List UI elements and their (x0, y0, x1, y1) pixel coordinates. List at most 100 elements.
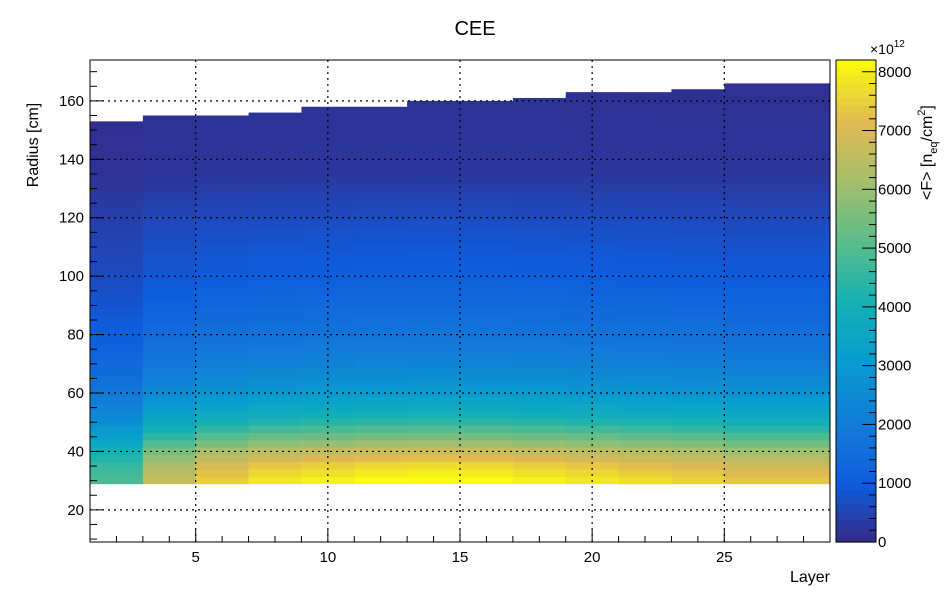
heatmap-cell (248, 447, 303, 455)
heatmap-cell (618, 293, 673, 302)
heatmap-cell (248, 337, 303, 346)
heatmap-cell (301, 374, 355, 382)
y-tick-label: 60 (67, 385, 84, 402)
heatmap-cell (301, 125, 355, 134)
heatmap-cell (354, 454, 408, 463)
heatmap-cell (195, 301, 250, 309)
heatmap-cell (512, 447, 567, 455)
heatmap-cell (142, 242, 197, 251)
heatmap-cell (724, 191, 830, 200)
heatmap-cell (90, 176, 144, 185)
heatmap-cell (142, 115, 197, 120)
heatmap-cell (724, 337, 830, 346)
heatmap-cell (407, 337, 461, 346)
heatmap-cell (460, 432, 514, 441)
heatmap-cell (248, 235, 303, 244)
y-tick-label: 120 (59, 210, 84, 227)
heatmap-cell (354, 476, 408, 485)
heatmap-cell (724, 476, 830, 485)
heatmap-cell (354, 417, 408, 426)
heatmap-cell (354, 381, 408, 390)
heatmap-cell (407, 184, 461, 193)
heatmap-cell (407, 366, 461, 375)
heatmap-cell (724, 454, 830, 463)
heatmap-cell (618, 147, 673, 156)
heatmap-cell (724, 242, 830, 251)
heatmap-cell (565, 169, 620, 178)
heatmap-cell (618, 118, 673, 127)
heatmap-cell (724, 381, 830, 390)
heatmap-cell (407, 118, 461, 127)
heatmap-cell (195, 220, 250, 229)
heatmap-cell (90, 439, 144, 448)
colorbar-segment (836, 97, 876, 106)
colorbar-segment (836, 398, 876, 408)
heatmap-cell (195, 395, 250, 404)
heatmap-cell (301, 227, 355, 236)
heatmap-cell (512, 220, 567, 229)
heatmap-cell (671, 213, 725, 222)
heatmap-cell (724, 403, 830, 412)
heatmap-cell (142, 279, 197, 287)
heatmap-cell (195, 286, 250, 295)
heatmap-cell (671, 417, 725, 426)
heatmap-cell (142, 249, 197, 258)
heatmap-cell (301, 198, 355, 207)
heatmap-cell (301, 293, 355, 302)
heatmap-cell (248, 432, 303, 441)
heatmap-cell (195, 425, 250, 434)
heatmap-cell (618, 176, 673, 185)
heatmap-cell (460, 140, 514, 149)
heatmap-cell (724, 395, 830, 404)
heatmap-cell (301, 388, 355, 397)
heatmap-cell (90, 242, 144, 251)
y-axis: 20 40 60 80 100 120 140 160 (59, 71, 104, 540)
heatmap-cell (512, 425, 567, 434)
heatmap-cell (301, 301, 355, 309)
heatmap-cell (354, 432, 408, 441)
heatmap-cell (142, 410, 197, 419)
heatmap-cell (460, 176, 514, 185)
heatmap-cell (248, 112, 303, 120)
heatmap-cell (618, 374, 673, 382)
heatmap-cell (460, 476, 514, 485)
heatmap-cell (565, 425, 620, 434)
colorbar-segment (836, 338, 876, 347)
heatmap-cell (460, 425, 514, 434)
heatmap-cell (407, 242, 461, 251)
heatmap-cell (565, 337, 620, 346)
heatmap-cell (460, 100, 514, 105)
heatmap-cell (407, 359, 461, 368)
heatmap-cell (142, 301, 197, 309)
heatmap-cell (512, 454, 567, 463)
heatmap-cell (618, 366, 673, 375)
heatmap-cell (512, 410, 567, 419)
heatmap-cell (248, 293, 303, 302)
heatmap-cell (618, 220, 673, 229)
heatmap-cell (724, 315, 830, 324)
heatmap-cell (248, 286, 303, 295)
heatmap-cell (195, 359, 250, 368)
heatmap-cell (354, 235, 408, 244)
heatmap-cell (512, 140, 567, 149)
colorbar-multiplier: ×1012 (870, 39, 905, 57)
heatmap-cell (354, 330, 408, 339)
heatmap-cell (301, 154, 355, 163)
heatmap-cell (195, 381, 250, 390)
heatmap-cell (195, 242, 250, 251)
heatmap-cell (512, 176, 567, 185)
colorbar-tick-label: 1000 (878, 475, 911, 492)
heatmap-cell (407, 249, 461, 258)
heatmap-cell (142, 162, 197, 171)
heatmap-cell (142, 191, 197, 200)
colorbar-frame (835, 59, 877, 543)
colorbar-segment (836, 444, 876, 453)
heatmap-cell (671, 293, 725, 302)
heatmap-cell (142, 403, 197, 412)
heatmap-cell (142, 461, 197, 470)
heatmap-cell (90, 301, 144, 309)
heatmap-cell (512, 366, 567, 375)
heatmap-cell (248, 381, 303, 390)
heatmap-cell (407, 468, 461, 477)
heatmap-cell (671, 337, 725, 346)
